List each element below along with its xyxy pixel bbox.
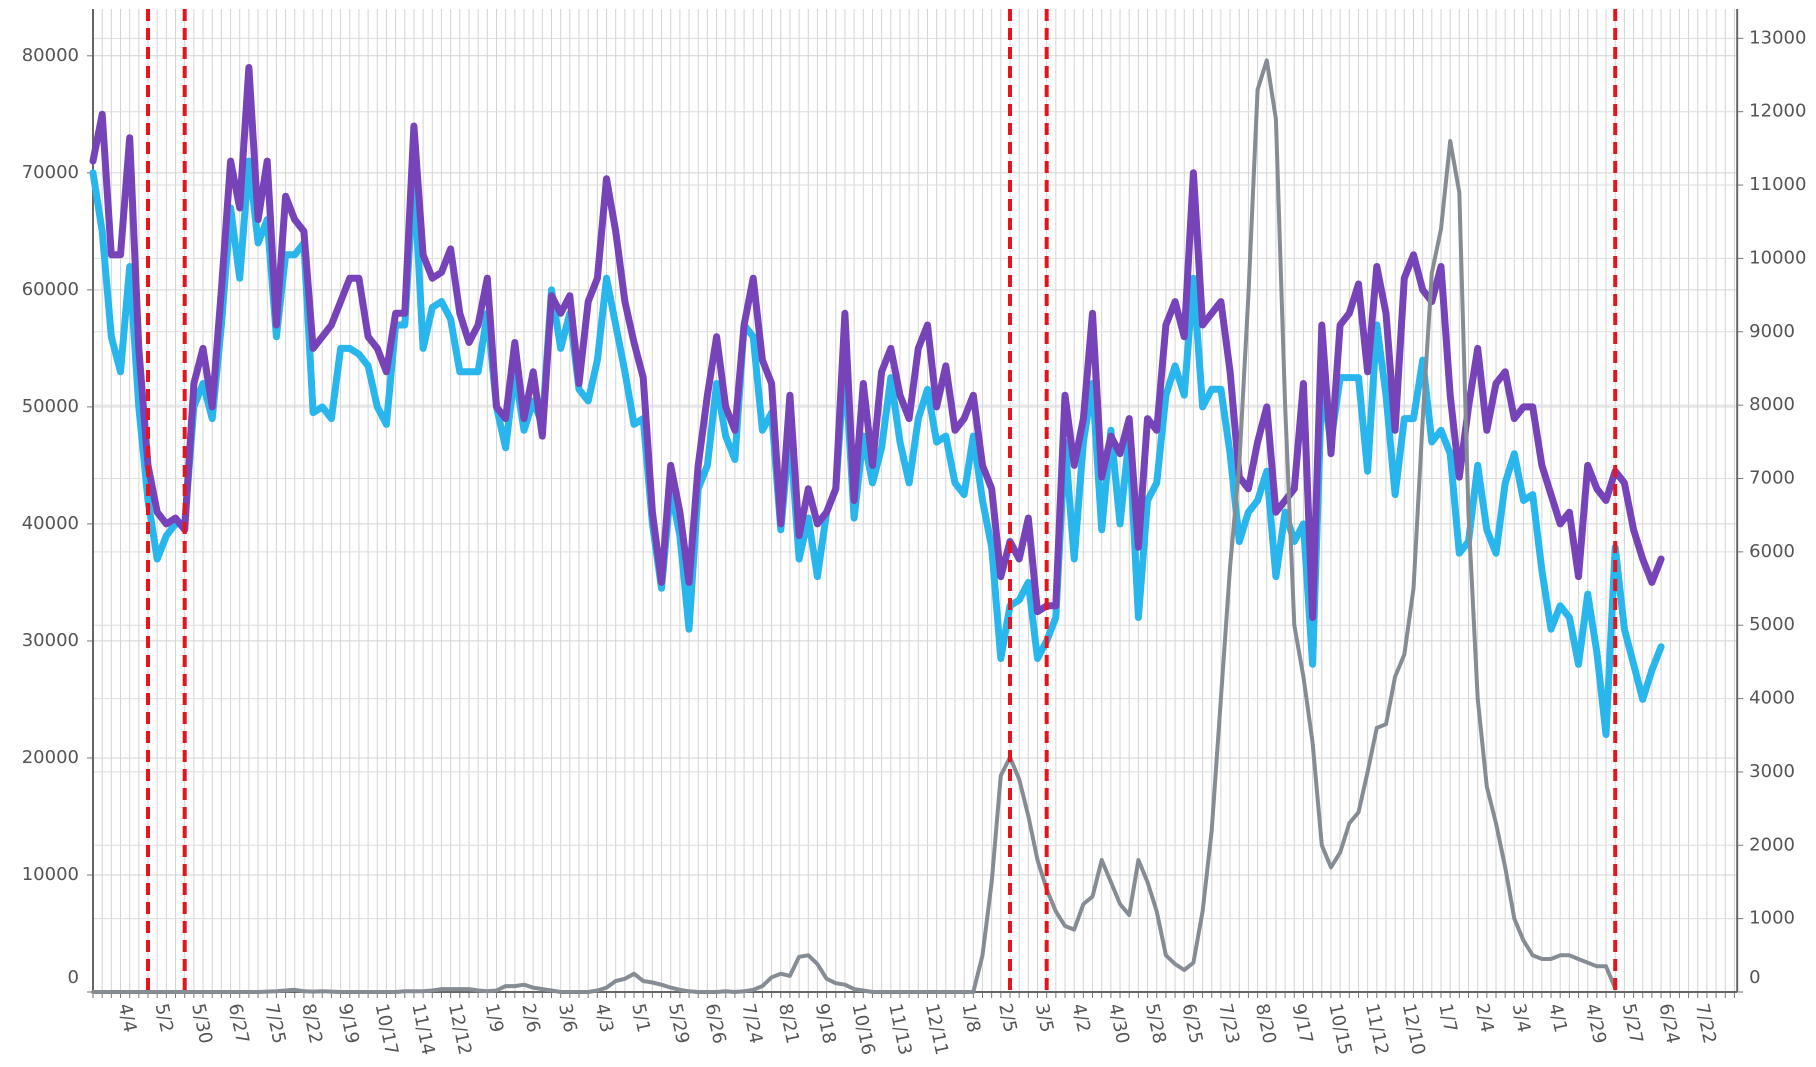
x-tick-label: 10/17 [371,1002,402,1057]
x-tick-label: 11/12 [1361,1002,1392,1057]
x-tick-label: 9/17 [1288,1002,1317,1046]
x-tick-label: 10/16 [847,1002,878,1057]
y-tick-label: 70000 [22,162,79,183]
y2-tick-label: 12000 [1749,101,1806,122]
x-tick-label: 4/1 [1544,1002,1571,1035]
x-tick-label: 4/30 [1104,1002,1133,1046]
x-tick-label: 12/11 [921,1002,952,1057]
y2-tick-label: 4000 [1749,688,1795,709]
x-tick-label: 5/28 [1141,1002,1170,1046]
x-tick-label: 4/3 [591,1002,618,1035]
y2-tick-label: 3000 [1749,761,1795,782]
y-tick-label: 0 [68,967,79,988]
line-series [89,64,1665,621]
x-tick-label: 12/12 [444,1002,475,1057]
x-tick-label: 3/5 [1031,1002,1058,1035]
x-tick-label: 7/23 [1214,1002,1243,1046]
x-tick-label: 8/21 [774,1002,803,1046]
y-tick-label: 80000 [22,45,79,66]
x-tick-label: 6/26 [701,1002,730,1046]
x-tick-label: 7/25 [261,1002,290,1046]
x-tick-label: 5/27 [1618,1002,1647,1046]
y-tick-label: 40000 [22,513,79,534]
x-tick-label: 6/25 [1178,1002,1207,1046]
y2-tick-label: 2000 [1749,834,1795,855]
x-tick-label: 12/10 [1398,1002,1429,1057]
x-tick-label: 1/7 [1434,1002,1461,1035]
x-tick-label: 2/4 [1471,1002,1498,1035]
y2-tick-label: 6000 [1749,541,1795,562]
y2-tick-label: 0 [1749,967,1760,988]
x-tick-label: 10/15 [1324,1002,1355,1057]
x-tick-label: 4/2 [1068,1002,1095,1035]
x-tick-label: 9/19 [334,1002,363,1046]
x-tick-label: 6/27 [224,1002,253,1046]
y-tick-label: 20000 [22,747,79,768]
y-tick-label: 60000 [22,279,79,300]
x-tick-label: 5/1 [627,1002,654,1035]
y2-tick-label: 9000 [1749,321,1795,342]
x-tick-label: 5/2 [151,1002,178,1035]
x-tick-label: 3/6 [554,1002,581,1035]
x-tick-label: 6/24 [1654,1002,1683,1046]
x-tick-label: 4/29 [1581,1002,1610,1046]
x-tick-label: 7/22 [1691,1002,1720,1046]
x-tick-label: 11/13 [884,1002,915,1057]
x-tick-label: 8/22 [297,1002,326,1046]
y2-tick-label: 11000 [1749,174,1806,195]
x-tick-label: 7/24 [737,1002,766,1046]
y2-tick-label: 10000 [1749,247,1806,268]
x-tick-label: 8/20 [1251,1002,1280,1046]
y2-tick-label: 13000 [1749,27,1806,48]
x-tick-label: 2/5 [994,1002,1021,1035]
x-tick-label: 5/30 [187,1002,216,1046]
x-tick-label: 11/14 [407,1002,438,1057]
y2-tick-label: 5000 [1749,614,1795,635]
x-tick-label: 5/29 [664,1002,693,1046]
y2-tick-label: 7000 [1749,467,1795,488]
x-tick-label: 9/18 [811,1002,840,1046]
y2-tick-label: 8000 [1749,394,1795,415]
y-tick-label: 30000 [22,630,79,651]
y2-tick-label: 1000 [1749,908,1795,929]
x-tick-label: 1/8 [958,1002,985,1035]
line-series [91,58,1618,994]
line-series [89,157,1665,738]
y-tick-label: 50000 [22,396,79,417]
x-tick-label: 4/4 [114,1002,141,1035]
x-tick-label: 2/6 [517,1002,544,1035]
x-tick-label: 3/4 [1508,1002,1535,1035]
x-tick-label: 1/9 [481,1002,508,1035]
y-tick-label: 10000 [22,864,79,885]
